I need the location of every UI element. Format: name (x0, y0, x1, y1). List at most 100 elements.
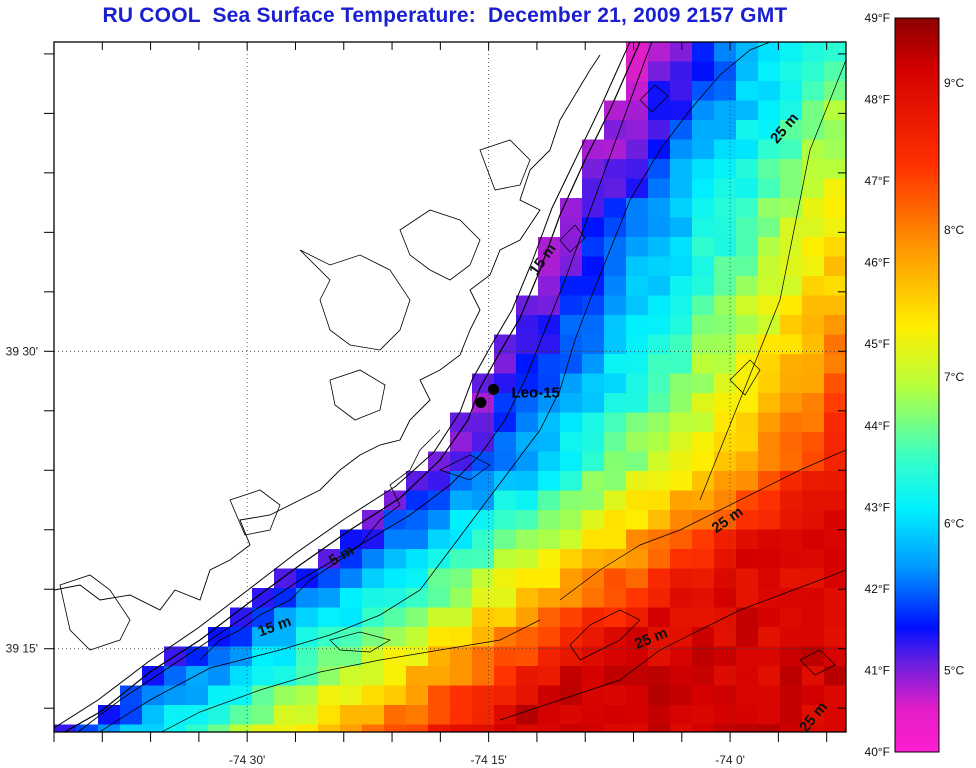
sst-cell-264 (714, 412, 737, 433)
sst-cell-162 (648, 295, 671, 316)
sst-cell-47 (736, 120, 759, 140)
sst-cell-38 (780, 100, 803, 121)
sst-cell-618 (736, 685, 759, 706)
sst-cell-592 (164, 685, 187, 706)
sst-cell-171 (516, 315, 539, 335)
depth-contour-shoal-2 (439, 454, 491, 481)
sst-cell-80 (670, 178, 693, 199)
sst-cell-576 (538, 666, 561, 686)
sst-cell-535 (340, 646, 363, 667)
sst-cell-547 (604, 646, 627, 667)
sst-cell-582 (670, 666, 693, 686)
sst-cell-110 (758, 217, 781, 238)
sst-cell-642 (516, 705, 539, 725)
sst-cell-393 (318, 549, 341, 569)
sst-cell-324 (780, 471, 803, 491)
sst-cell-124 (758, 237, 781, 257)
sst-cell-667 (274, 724, 297, 732)
sst-cell-94 (692, 198, 715, 218)
sst-cell-54 (626, 139, 649, 160)
sst-cell-68 (670, 159, 693, 179)
sst-cell-443 (252, 588, 275, 608)
sst-cell-620 (780, 685, 803, 706)
sst-cell-170 (824, 295, 846, 316)
sst-cell-247 (736, 393, 759, 413)
sst-cell-85 (780, 178, 803, 199)
sst-cell-560 (186, 666, 209, 686)
sst-cell-622 (824, 685, 846, 706)
sst-cell-502 (296, 627, 319, 647)
sst-cell-271 (472, 432, 495, 452)
sst-cell-250 (802, 393, 825, 413)
sst-cell-330 (450, 490, 473, 511)
sst-cell-348 (362, 510, 385, 530)
sst-cell-647 (626, 705, 649, 725)
sst-cell-606 (472, 685, 495, 706)
sst-cell-102 (582, 217, 605, 238)
sst-cell-359 (604, 510, 627, 530)
sst-cell-285 (780, 432, 803, 452)
sst-cell-516 (604, 627, 627, 647)
sst-cell-92 (648, 198, 671, 218)
sst-cell-129 (560, 256, 583, 277)
sst-cell-483 (516, 607, 539, 628)
sst-cell-153 (780, 276, 803, 296)
sst-cell-646 (604, 705, 627, 725)
sst-cell-342 (714, 490, 737, 511)
sst-cell-453 (472, 588, 495, 608)
y-tick-label-0: 39 30' (6, 344, 38, 358)
sst-cell-372 (384, 529, 407, 550)
sst-cell-380 (560, 529, 583, 550)
sst-cell-405 (582, 549, 605, 569)
sst-cell-177 (648, 315, 671, 335)
sst-cell-36 (736, 100, 759, 121)
sst-cell-559 (164, 666, 187, 686)
sst-cell-90 (604, 198, 627, 218)
sst-cell-682 (604, 724, 627, 732)
sst-cell-615 (670, 685, 693, 706)
sst-cell-371 (362, 529, 385, 550)
sst-cell-366 (758, 510, 781, 530)
sst-cell-161 (626, 295, 649, 316)
sst-cell-429 (538, 568, 561, 589)
sst-cell-526 (824, 627, 846, 647)
sst-cell-112 (802, 217, 825, 238)
sst-cell-182 (758, 315, 781, 335)
sst-cell-223 (582, 373, 605, 394)
sst-cell-186 (494, 334, 517, 355)
sst-cell-164 (692, 295, 715, 316)
sst-cell-326 (824, 471, 846, 491)
sst-cell-634 (340, 705, 363, 725)
sst-cell-91 (626, 198, 649, 218)
sst-cell-230 (736, 373, 759, 394)
sst-cell-298 (648, 451, 671, 472)
sst-cell-53 (604, 139, 627, 160)
sst-cell-623 (98, 705, 121, 725)
sst-cell-465 (736, 588, 759, 608)
sst-cell-299 (670, 451, 693, 472)
sst-cell-122 (714, 237, 737, 257)
sst-cell-287 (824, 432, 846, 452)
sst-cell-672 (384, 724, 407, 732)
sst-cell-557 (824, 646, 846, 667)
colorbar-f-label-1: 48°F (865, 93, 890, 107)
sst-cell-17 (780, 61, 803, 82)
sst-cell-367 (780, 510, 803, 530)
sst-cell-659 (98, 724, 121, 732)
x-tick-label-2: -74 0' (715, 753, 745, 767)
sst-cell-40 (824, 100, 846, 121)
sst-cell-501 (274, 627, 297, 647)
sst-cell-631 (274, 705, 297, 725)
sst-cell-12 (670, 61, 693, 82)
sst-cell-515 (582, 627, 605, 647)
sst-cell-116 (582, 237, 605, 257)
bay-outline-5 (329, 369, 386, 421)
sst-cell-294 (560, 451, 583, 472)
coastline (63, 42, 641, 732)
sst-cell-95 (714, 198, 737, 218)
sst-cell-599 (318, 685, 341, 706)
sst-cell-612 (604, 685, 627, 706)
sst-cell-607 (494, 685, 517, 706)
sst-cell-30 (604, 100, 627, 121)
sst-cell-663 (186, 724, 209, 732)
